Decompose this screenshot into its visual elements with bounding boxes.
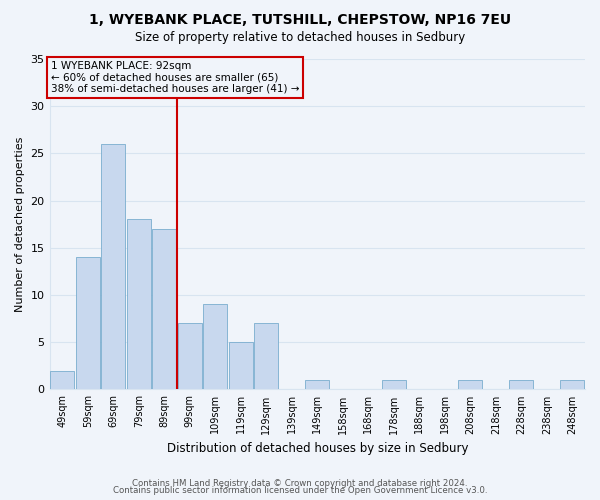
Text: Size of property relative to detached houses in Sedbury: Size of property relative to detached ho… xyxy=(135,32,465,44)
Bar xyxy=(178,324,202,390)
Y-axis label: Number of detached properties: Number of detached properties xyxy=(15,136,25,312)
Bar xyxy=(203,304,227,390)
Text: 1 WYEBANK PLACE: 92sqm
← 60% of detached houses are smaller (65)
38% of semi-det: 1 WYEBANK PLACE: 92sqm ← 60% of detached… xyxy=(51,61,299,94)
Bar xyxy=(76,258,100,390)
X-axis label: Distribution of detached houses by size in Sedbury: Distribution of detached houses by size … xyxy=(167,442,468,455)
Text: Contains public sector information licensed under the Open Government Licence v3: Contains public sector information licen… xyxy=(113,486,487,495)
Bar xyxy=(50,370,74,390)
Bar xyxy=(560,380,584,390)
Bar xyxy=(458,380,482,390)
Bar xyxy=(254,324,278,390)
Bar xyxy=(152,229,176,390)
Bar xyxy=(509,380,533,390)
Text: Contains HM Land Registry data © Crown copyright and database right 2024.: Contains HM Land Registry data © Crown c… xyxy=(132,478,468,488)
Bar xyxy=(229,342,253,390)
Bar xyxy=(305,380,329,390)
Bar xyxy=(127,220,151,390)
Bar xyxy=(382,380,406,390)
Text: 1, WYEBANK PLACE, TUTSHILL, CHEPSTOW, NP16 7EU: 1, WYEBANK PLACE, TUTSHILL, CHEPSTOW, NP… xyxy=(89,12,511,26)
Bar xyxy=(101,144,125,390)
